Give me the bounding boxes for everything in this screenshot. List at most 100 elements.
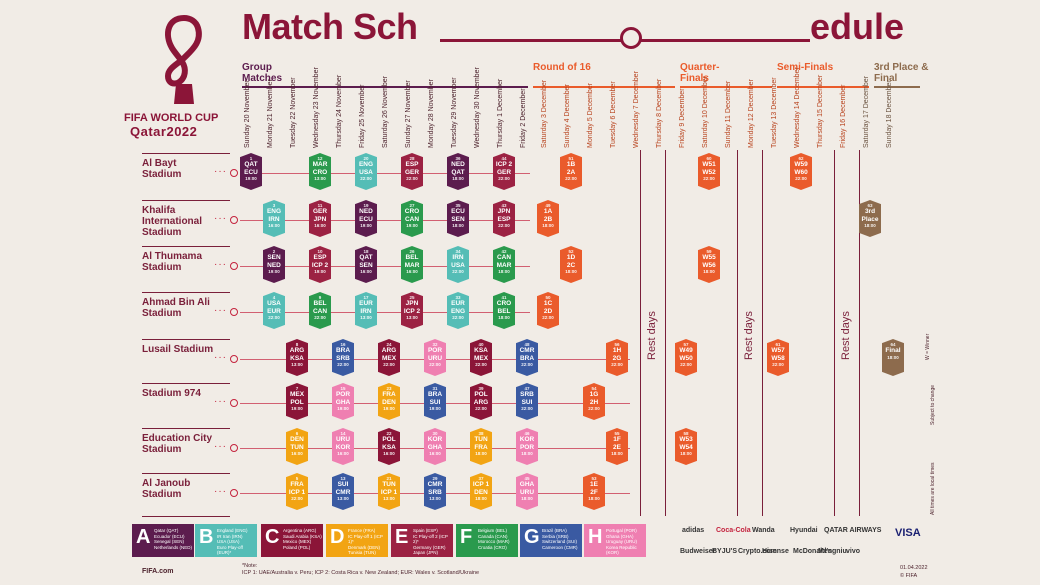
match-card[interactable]: 10 ESP ICP 2 19:00 [309,246,331,283]
match-card[interactable]: 13 SUI CMR 13:00 [332,473,354,510]
match-card[interactable]: 38 TUN FRA 18:00 [470,428,492,465]
team-a: ICP 2 [495,161,513,168]
match-card[interactable]: 21 TUN ICP 1 13:00 [378,473,400,510]
sponsor-logo[interactable]: McDonald's [793,548,833,555]
team-a: DEN [290,436,304,443]
match-card[interactable]: 24 ARG MEX 22:00 [378,339,400,376]
match-card[interactable]: 44 ICP 2 GER 22:00 [493,153,515,190]
sponsor-logo[interactable]: Mengniu [818,548,847,555]
sponsor-logo[interactable]: adidas [682,527,705,534]
match-card[interactable]: 27 CRO CAN 19:00 [401,200,423,237]
kickoff-time: 22:00 [680,362,692,367]
match-card[interactable]: 25 JPN ICP 2 13:00 [401,292,423,329]
match-card[interactable]: 45 GHA URU 18:00 [516,473,538,510]
match-card[interactable]: 26 BEL MAR 16:00 [401,246,423,283]
match-card[interactable]: 20 ENG USA 22:00 [355,153,377,190]
sponsor-logo[interactable]: QATAR AIRWAYS [824,527,882,534]
sponsor-logo[interactable]: vivo [846,548,861,555]
match-card[interactable]: 50 1C 2D 22:00 [537,292,559,329]
fifa-site[interactable]: FIFA.com [142,568,174,575]
match-card[interactable]: 19 NED ECU 19:00 [355,200,377,237]
match-card[interactable]: 42 CAN MAR 18:00 [493,246,515,283]
team-b: CMR [335,488,351,496]
stadium-marker-icon [230,216,238,224]
match-card[interactable]: 32 POR URU 22:00 [424,339,446,376]
row-dots: ··· [214,486,227,497]
match-card[interactable]: 59 W55 W56 18:00 [698,246,720,283]
match-card[interactable]: 46 KOR POR 18:00 [516,428,538,465]
match-card[interactable]: 51 1B 2A 22:00 [560,153,582,190]
match-card[interactable]: 6 DEN TUN 16:00 [286,428,308,465]
match-card[interactable]: 55 1F 2E 18:00 [606,428,628,465]
match-card[interactable]: 54 1G 2H 22:00 [583,383,605,420]
group-team: Euro Play-off (EUR)* [217,544,243,556]
kickoff-time: 18:00 [452,223,464,228]
sponsor-logo[interactable]: VISA [895,527,921,539]
match-card[interactable]: 5 FRA ICP 1 22:00 [286,473,308,510]
match-card[interactable]: 30 KOR GHA 16:00 [424,428,446,465]
match-card[interactable]: 35 ECU SEN 18:00 [447,200,469,237]
sponsor-logo[interactable]: Wanda [752,527,775,534]
match-card[interactable]: 62 W59 W60 22:00 [790,153,812,190]
match-card[interactable]: 64 Final 18:00 [882,339,904,376]
match-card[interactable]: 61 W57 W58 22:00 [767,339,789,376]
match-card[interactable]: 11 GER JPN 16:00 [309,200,331,237]
match-card[interactable]: 8 ARG KSA 13:00 [286,339,308,376]
kickoff-time: 22:00 [268,315,280,320]
match-card[interactable]: 43 JPN ESP 22:00 [493,200,515,237]
match-card[interactable]: 14 URU KOR 16:00 [332,428,354,465]
match-card[interactable]: 1 QAT ECU 19:00 [240,153,262,190]
match-card[interactable]: 17 EUR IRN 13:00 [355,292,377,329]
match-card[interactable]: 23 FRA DEN 19:00 [378,383,400,420]
sponsor-logo[interactable]: Budweiser [680,548,716,555]
sponsor-logo[interactable]: Coca-Cola [716,527,751,534]
match-card[interactable]: 33 EUR ENG 22:00 [447,292,469,329]
match-card[interactable]: 4 USA EUR 22:00 [263,292,285,329]
match-card[interactable]: 9 BEL CAN 22:00 [309,292,331,329]
kickoff-time: 22:00 [611,362,623,367]
match-number: 51 [568,156,574,161]
match-card[interactable]: 60 W51 W52 22:00 [698,153,720,190]
match-card[interactable]: 49 1A 2B 18:00 [537,200,559,237]
match-card[interactable]: 28 ESP GER 22:00 [401,153,423,190]
match-card[interactable]: 2 SEN NED 19:00 [263,246,285,283]
day-label: Monday 21 November [267,79,274,148]
match-card[interactable]: 41 CRO BEL 18:00 [493,292,515,329]
match-card[interactable]: 12 MAR CRO 13:00 [309,153,331,190]
match-card[interactable]: 56 1H 2G 22:00 [606,339,628,376]
section-line-group [242,86,528,88]
match-number: 30 [432,431,438,436]
kickoff-time: 13:00 [406,315,418,320]
sponsor-logo[interactable]: Hyundai [790,527,818,534]
team-a: JPN [497,208,511,215]
match-card[interactable]: 39 POL ARG 22:00 [470,383,492,420]
kickoff-time: 18:00 [521,451,533,456]
team-a: W51 [702,161,716,168]
match-card[interactable]: 63 3rd Place 18:00 [859,200,881,237]
match-number: 42 [501,249,507,254]
match-card[interactable]: 47 SRB SUI 22:00 [516,383,538,420]
sponsor-logo[interactable]: BYJU'S [712,548,738,555]
match-card[interactable]: 57 W49 W50 22:00 [675,339,697,376]
sponsor-logo[interactable]: Crypto.com [738,548,777,555]
team-b: QAT [451,168,465,176]
match-card[interactable]: 37 ICP 1 DEN 18:00 [470,473,492,510]
match-card[interactable]: 58 W53 W54 18:00 [675,428,697,465]
match-card[interactable]: 40 KSA MEX 22:00 [470,339,492,376]
match-card[interactable]: 31 BRA SUI 19:00 [424,383,446,420]
match-card[interactable]: 48 CMR BRA 22:00 [516,339,538,376]
sponsor-logo[interactable]: Hisense [762,548,789,555]
match-card[interactable]: 29 CMR SRB 13:00 [424,473,446,510]
kickoff-time: 13:00 [383,496,395,501]
match-card[interactable]: 36 NED QAT 18:00 [447,153,469,190]
match-card[interactable]: 53 1E 2F 18:00 [583,473,605,510]
match-card[interactable]: 18 QAT SEN 16:00 [355,246,377,283]
match-card[interactable]: 52 1D 2C 18:00 [560,246,582,283]
match-number: 64 [890,342,896,347]
match-card[interactable]: 7 MEX POL 19:00 [286,383,308,420]
match-card[interactable]: 22 POL KSA 16:00 [378,428,400,465]
match-card[interactable]: 16 BRA SRB 22:00 [332,339,354,376]
match-card[interactable]: 15 POR GHA 19:00 [332,383,354,420]
match-card[interactable]: 34 IRN USA 22:00 [447,246,469,283]
match-card[interactable]: 3 ENG IRN 16:00 [263,200,285,237]
